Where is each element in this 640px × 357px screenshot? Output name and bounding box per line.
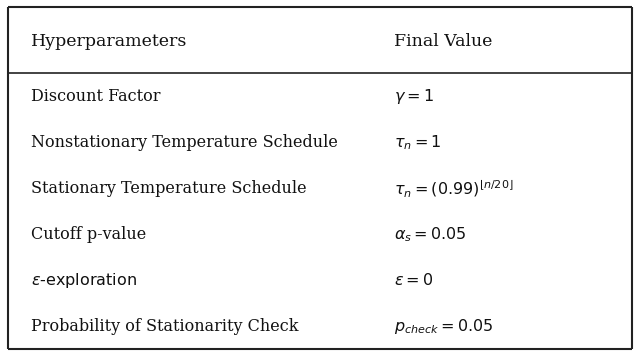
Text: $p_{check} = 0.05$: $p_{check} = 0.05$ — [394, 317, 493, 336]
Text: $\tau_n = (0.99)^{\lfloor n/20 \rfloor}$: $\tau_n = (0.99)^{\lfloor n/20 \rfloor}$ — [394, 177, 513, 199]
Text: $\alpha_s = 0.05$: $\alpha_s = 0.05$ — [394, 225, 467, 243]
Text: Probability of Stationarity Check: Probability of Stationarity Check — [31, 318, 298, 335]
Text: $\epsilon = 0$: $\epsilon = 0$ — [394, 272, 433, 288]
Text: $\gamma = 1$: $\gamma = 1$ — [394, 87, 433, 106]
Text: $\epsilon$-exploration: $\epsilon$-exploration — [31, 271, 136, 290]
Text: Nonstationary Temperature Schedule: Nonstationary Temperature Schedule — [31, 134, 337, 151]
Text: Final Value: Final Value — [394, 32, 492, 50]
Text: Cutoff p-value: Cutoff p-value — [31, 226, 146, 243]
Text: Discount Factor: Discount Factor — [31, 88, 160, 105]
Text: Hyperparameters: Hyperparameters — [31, 32, 187, 50]
Text: Stationary Temperature Schedule: Stationary Temperature Schedule — [31, 180, 307, 197]
Text: $\tau_n = 1$: $\tau_n = 1$ — [394, 133, 441, 151]
